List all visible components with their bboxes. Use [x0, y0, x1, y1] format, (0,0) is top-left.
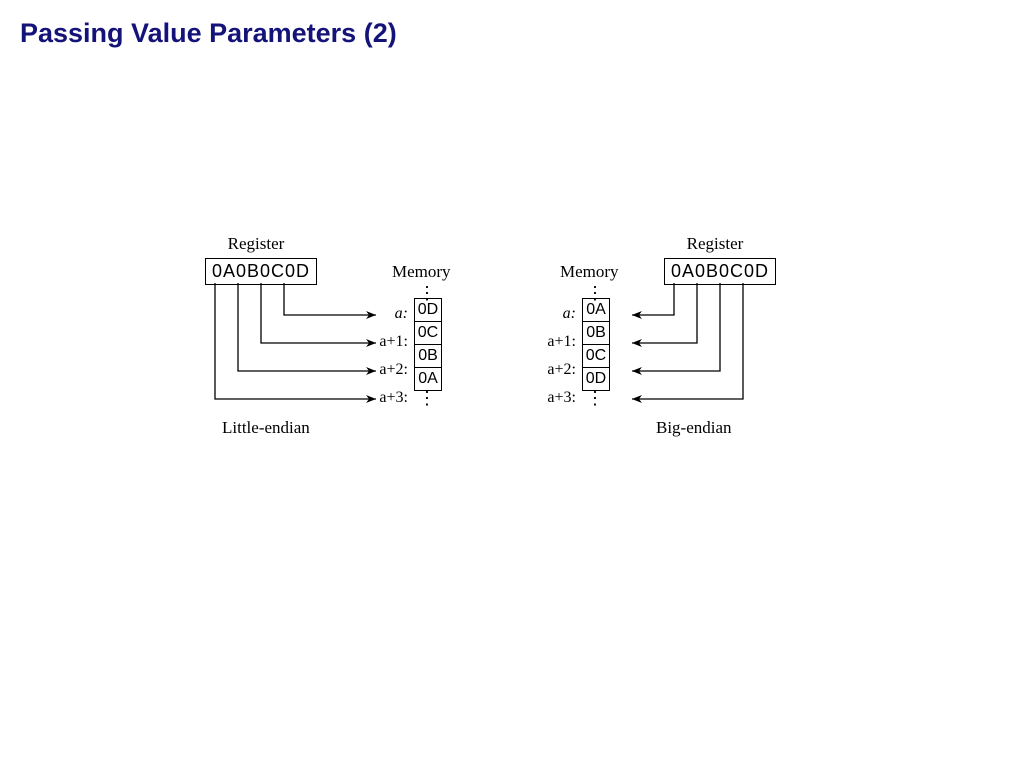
- diagram-big-endian: Register 0A0B0C0D Memory ⋮ 0A 0B 0C 0D ⋮…: [0, 0, 1024, 500]
- mem-cell-right-2: 0C: [582, 345, 610, 368]
- vdots-top-right: ⋮: [582, 288, 608, 298]
- register-box-right: 0A0B0C0D: [664, 258, 776, 285]
- addr-right-1: a+1:: [526, 333, 576, 351]
- addr-right-0: a:: [526, 305, 576, 323]
- register-label-right: Register: [665, 234, 765, 254]
- memory-label-right: Memory: [560, 262, 619, 282]
- memory-column-right: ⋮ 0A 0B 0C 0D ⋮: [582, 288, 610, 403]
- addr-right-2: a+2:: [526, 361, 576, 379]
- vdots-bot-right: ⋮: [582, 393, 608, 403]
- mem-cell-right-0: 0A: [582, 298, 610, 322]
- mem-cell-right-1: 0B: [582, 322, 610, 345]
- addr-right-3: a+3:: [526, 389, 576, 407]
- caption-right: Big-endian: [656, 418, 732, 438]
